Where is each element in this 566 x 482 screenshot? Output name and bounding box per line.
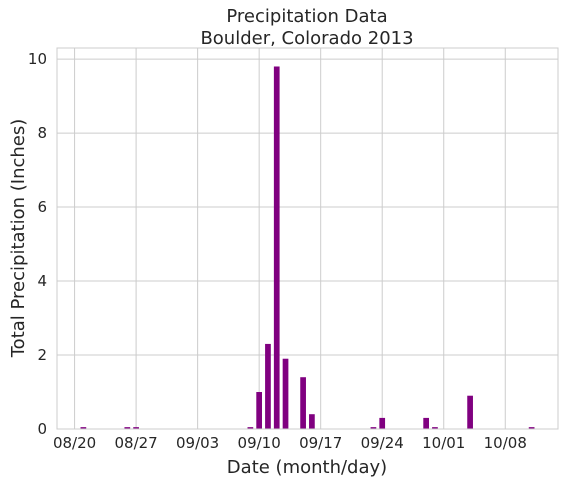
y-axis-label: Total Precipitation (Inches): [8, 119, 29, 359]
precip-bar: [309, 414, 315, 429]
precip-bar: [432, 427, 438, 429]
x-tick-label: 10/08: [484, 434, 527, 452]
y-tick-labels: 0 2 4 6 8 10: [28, 50, 47, 438]
precip-bar: [370, 427, 377, 429]
x-tick-label: 08/20: [53, 434, 96, 452]
x-tick-label: 09/03: [176, 434, 219, 452]
precip-bar: [467, 395, 473, 429]
precip-bar: [80, 427, 87, 429]
bars: [80, 66, 535, 429]
x-tick-label: 09/24: [361, 434, 404, 452]
y-tick-label: 6: [37, 198, 47, 216]
gridlines: [57, 48, 558, 430]
x-tick-label: 10/01: [422, 434, 465, 452]
x-tick-label: 09/17: [299, 434, 342, 452]
precip-bar: [379, 417, 386, 429]
precip-bar: [528, 427, 535, 429]
y-tick-label: 10: [28, 50, 47, 68]
x-tick-label: 09/10: [238, 434, 281, 452]
plot-frame: [56, 47, 559, 430]
chart-title: Precipitation Data: [226, 6, 387, 27]
y-tick-label: 2: [37, 346, 47, 364]
precip-bar: [247, 427, 254, 429]
precip-bar: [300, 377, 306, 429]
precip-bar: [124, 427, 131, 429]
y-tick-label: 4: [37, 272, 47, 290]
x-tick-label: 08/27: [114, 434, 157, 452]
x-axis-label: Date (month/day): [227, 457, 387, 478]
precip-bar: [265, 343, 271, 429]
y-tick-label: 8: [37, 124, 47, 142]
x-tick-labels: 08/20 08/27 09/03 09/10 09/17 09/24 10/01 10/08: [53, 434, 527, 452]
precip-bar: [273, 66, 280, 429]
precip-bar: [423, 417, 430, 429]
precip-bar: [282, 358, 289, 429]
y-tick-label: 0: [37, 420, 47, 438]
precip-bar: [256, 392, 263, 429]
chart-subtitle: Boulder, Colorado 2013: [200, 28, 413, 49]
precip-bar: [133, 427, 139, 429]
